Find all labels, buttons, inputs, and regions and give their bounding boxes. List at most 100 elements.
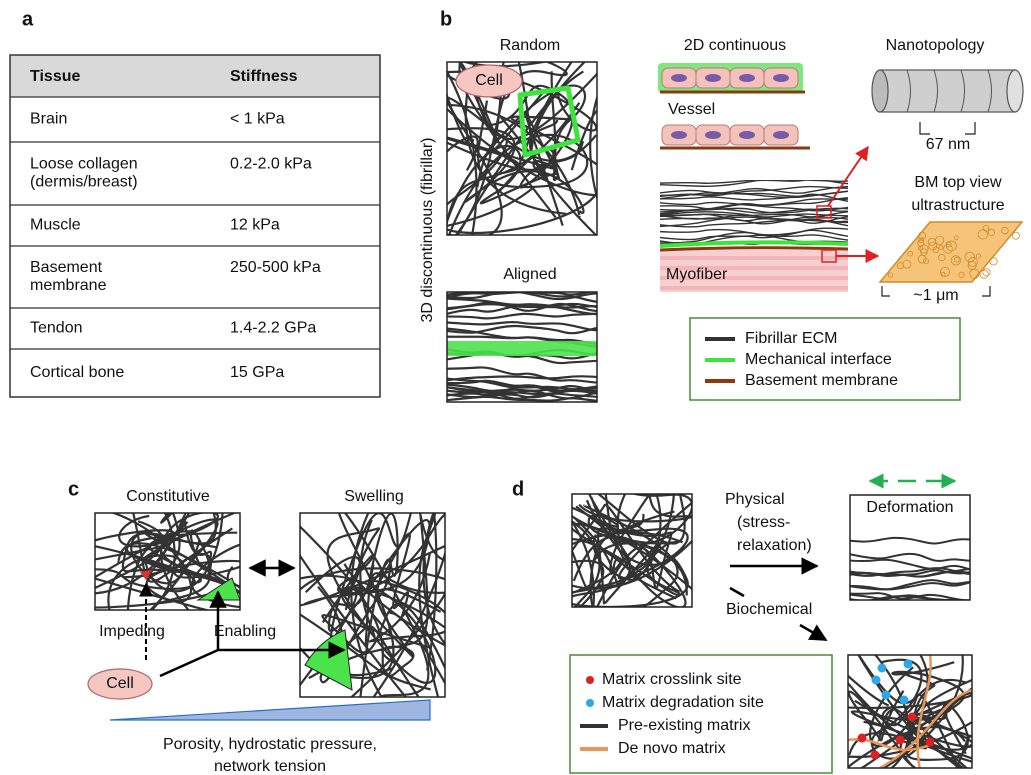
- crosslink-site: [926, 738, 935, 747]
- label: Myofiber: [666, 266, 728, 283]
- panel-label: c: [68, 478, 79, 500]
- label: Cell: [106, 675, 134, 692]
- table-cell: Muscle: [30, 217, 81, 234]
- label: ~1 μm: [913, 287, 958, 304]
- label: Physical: [725, 491, 785, 508]
- table-cell: membrane: [30, 277, 107, 294]
- degradation-site: [904, 660, 913, 669]
- arrow: [800, 625, 826, 640]
- nucleus: [671, 131, 687, 139]
- collagen-fibril: [880, 70, 1015, 112]
- table-header: Tissue: [30, 68, 81, 85]
- label: Impeding: [99, 623, 165, 640]
- myofiber-stripe: [660, 256, 848, 260]
- heading: Constitutive: [126, 488, 210, 505]
- fiber: [650, 208, 858, 215]
- fibril-end: [1007, 70, 1023, 112]
- table-cell: 1.4-2.2 GPa: [230, 320, 316, 337]
- legend-item: Matrix crosslink site: [602, 671, 742, 688]
- legend-item: Fibrillar ECM: [745, 330, 837, 347]
- table-cell: 0.2-2.0 kPa: [230, 156, 312, 173]
- panel-label: a: [22, 8, 34, 30]
- nucleus: [739, 131, 755, 139]
- nucleus: [705, 74, 721, 82]
- figure: a Tissue Stiffness b Random Aligned 3D d…: [0, 0, 1031, 775]
- legend-item: Matrix degradation site: [602, 694, 764, 711]
- nucleus: [705, 131, 721, 139]
- nucleus: [773, 74, 789, 82]
- table-cell: Brain: [30, 111, 67, 128]
- label: Biochemical: [726, 601, 812, 618]
- label: relaxation): [737, 537, 812, 554]
- nucleus: [739, 74, 755, 82]
- table-cell: 12 kPa: [230, 217, 280, 234]
- axis-label: 3D discontinuous (fibrillar): [419, 138, 436, 323]
- mechanical-interface: [447, 341, 597, 356]
- caption: Porosity, hydrostatic pressure,: [163, 736, 377, 753]
- legend-item: Pre-existing matrix: [618, 717, 750, 734]
- heading: Random: [500, 37, 560, 54]
- nucleus: [773, 131, 789, 139]
- table-cell: Loose collagen: [30, 156, 138, 173]
- connector: [160, 650, 296, 676]
- table-cell: 250-500 kPa: [230, 259, 321, 276]
- table-header: Stiffness: [230, 68, 298, 85]
- fiber-network: [246, 483, 488, 768]
- heading: 2D continuous: [684, 37, 786, 54]
- crosslink-site: [896, 736, 905, 745]
- nucleus: [671, 74, 687, 82]
- fiber-network: [650, 179, 858, 246]
- fibril-end: [872, 70, 888, 112]
- table-cell: Tendon: [30, 320, 83, 337]
- table-cell: < 1 kPa: [230, 111, 285, 128]
- legend-item: Basement membrane: [745, 372, 898, 389]
- legend-item: Mechanical interface: [745, 351, 892, 368]
- panel-label: b: [440, 8, 452, 30]
- legend-swatch: [586, 676, 594, 684]
- label: Enabling: [214, 623, 276, 640]
- table-cell: Cortical bone: [30, 364, 124, 381]
- fiber: [840, 552, 980, 561]
- dimension-bracket: [920, 122, 975, 134]
- mechanical-interface: [660, 242, 848, 246]
- crosslink-site: [908, 713, 917, 722]
- gradient-wedge: [110, 700, 430, 720]
- heading: BM top view: [914, 174, 1002, 191]
- crosslink-site: [858, 734, 867, 743]
- label: 67 nm: [926, 136, 970, 153]
- degradation-site: [882, 691, 891, 700]
- fiber: [848, 614, 967, 746]
- degradation-site: [872, 676, 881, 685]
- arrow: [828, 147, 868, 206]
- basement-membrane: [660, 248, 848, 250]
- heading: Vessel: [668, 101, 715, 118]
- layer: a Tissue Stiffness b Random Aligned 3D d…: [10, 8, 1023, 775]
- fiber: [840, 538, 980, 544]
- heading: ultrastructure: [911, 197, 1004, 214]
- legend-item: De novo matrix: [618, 740, 726, 757]
- heading: Nanotopology: [886, 37, 985, 54]
- bm-mesh: [990, 258, 997, 265]
- table-cell: (dermis/breast): [30, 174, 138, 191]
- table-cell: Basement: [30, 259, 103, 276]
- heading: Aligned: [503, 266, 556, 283]
- label: (stress-: [737, 514, 790, 531]
- label: Deformation: [866, 499, 953, 516]
- bm-mesh: [983, 269, 990, 276]
- bm-mesh: [980, 270, 988, 278]
- fiber: [119, 512, 271, 677]
- degradation-site: [900, 696, 909, 705]
- heading: Swelling: [344, 488, 404, 505]
- table-cell: 15 GPa: [230, 364, 284, 381]
- arrow-tail: [730, 588, 744, 596]
- label: Cell: [475, 72, 503, 89]
- bm-mesh: [1012, 232, 1019, 239]
- degradation-site: [878, 664, 887, 673]
- mechanical-interface: [305, 630, 352, 690]
- legend-swatch: [586, 699, 594, 707]
- crosslink-site: [871, 751, 880, 760]
- fiber-network: [840, 538, 980, 602]
- panel-label: d: [512, 478, 524, 500]
- myofiber-stripe: [660, 286, 848, 290]
- caption: network tension: [214, 758, 326, 775]
